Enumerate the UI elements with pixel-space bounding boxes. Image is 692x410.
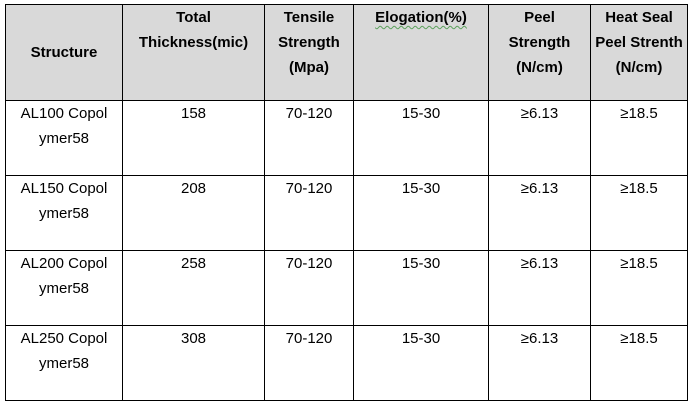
header-cell: Heat Seal Peel Strenth (N/cm) bbox=[590, 4, 688, 101]
table-row: AL250 Copolymer58 308 70-120 15-30 ≥6.13 ≥18.… bbox=[5, 325, 688, 401]
header-cell: Total Thickness(mic) bbox=[122, 4, 265, 101]
table-row: AL200 Copolymer58 258 70-120 15-30 ≥6.13 ≥18.… bbox=[5, 250, 688, 326]
table-cell: AL100 Copolymer58 bbox=[5, 100, 123, 176]
header-text: Elogation(%) bbox=[375, 9, 467, 26]
header-cell: Peel Strength (N/cm) bbox=[488, 4, 591, 101]
table-body: AL100 Copolymer58 158 70-120 15-30 ≥6.13 ≥18.… bbox=[5, 100, 688, 401]
table-cell: ≥18.5 bbox=[590, 175, 688, 251]
header-cell: Tensile Strength (Mpa) bbox=[264, 4, 354, 101]
table-cell: AL250 Copolymer58 bbox=[5, 325, 123, 401]
table-cell: ≥18.5 bbox=[590, 100, 688, 176]
table-cell: 70-120 bbox=[264, 100, 354, 176]
spec-table: Structure Total Thickness(mic) Tensile S… bbox=[5, 4, 688, 401]
table-cell: ≥6.13 bbox=[488, 325, 591, 401]
cell-text: AL100 Copolymer58 bbox=[20, 105, 108, 147]
table-cell: 15-30 bbox=[353, 175, 489, 251]
table-cell: AL150 Copolymer58 bbox=[5, 175, 123, 251]
table-cell: 70-120 bbox=[264, 325, 354, 401]
header-cell: Elogation(%) bbox=[353, 4, 489, 101]
table-cell: 258 bbox=[122, 250, 265, 326]
table-cell: 15-30 bbox=[353, 100, 489, 176]
table-row: AL100 Copolymer58 158 70-120 15-30 ≥6.13 ≥18.… bbox=[5, 100, 688, 176]
table-cell: 15-30 bbox=[353, 325, 489, 401]
header-row: Structure Total Thickness(mic) Tensile S… bbox=[5, 4, 688, 101]
table-cell: ≥18.5 bbox=[590, 250, 688, 326]
cell-text: AL250 Copolymer58 bbox=[20, 330, 108, 372]
table-row: AL150 Copolymer58 208 70-120 15-30 ≥6.13 ≥18.… bbox=[5, 175, 688, 251]
table-cell: 308 bbox=[122, 325, 265, 401]
table-cell: 70-120 bbox=[264, 175, 354, 251]
table-cell: AL200 Copolymer58 bbox=[5, 250, 123, 326]
table-cell: 158 bbox=[122, 100, 265, 176]
table-cell: ≥6.13 bbox=[488, 100, 591, 176]
table-cell: ≥6.13 bbox=[488, 250, 591, 326]
cell-text: AL150 Copolymer58 bbox=[20, 180, 108, 222]
table-cell: 15-30 bbox=[353, 250, 489, 326]
table-cell: ≥6.13 bbox=[488, 175, 591, 251]
table-cell: 208 bbox=[122, 175, 265, 251]
table-cell: ≥18.5 bbox=[590, 325, 688, 401]
cell-text: AL200 Copolymer58 bbox=[20, 255, 108, 297]
header-cell: Structure bbox=[5, 4, 123, 101]
table-cell: 70-120 bbox=[264, 250, 354, 326]
